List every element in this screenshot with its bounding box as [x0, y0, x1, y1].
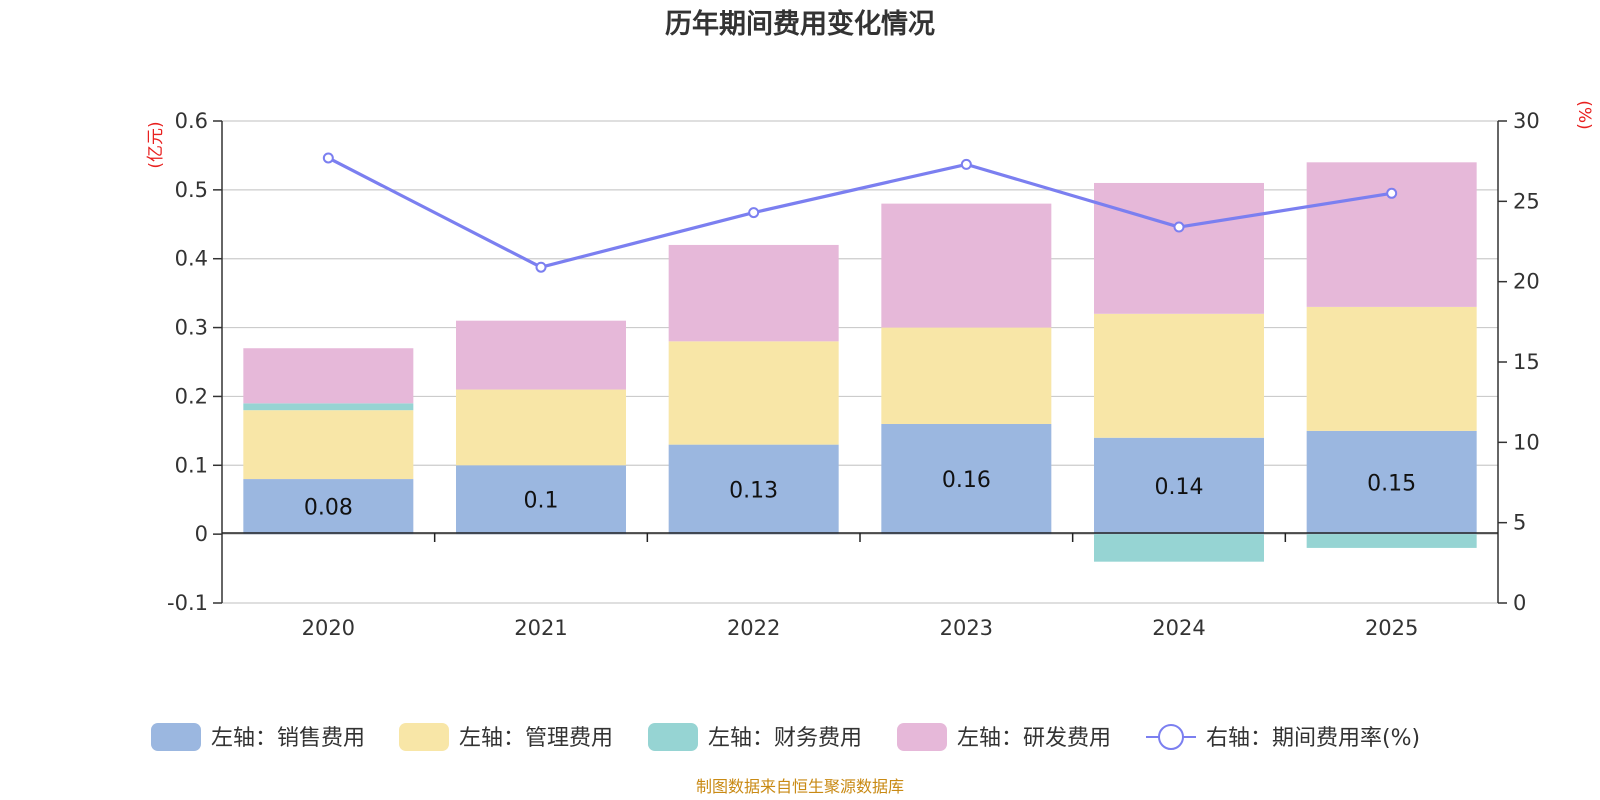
rate-line-point: [535, 261, 547, 273]
bar-data-label: 0.15: [1367, 472, 1416, 497]
bar-segment: [1306, 306, 1477, 431]
bar-segment: [668, 444, 839, 535]
legend-marker: [1158, 724, 1184, 750]
x-tick-label: 2021: [514, 616, 567, 640]
rate-line-point: [960, 158, 972, 170]
bar-segment: [243, 348, 414, 404]
bar-segment: [243, 479, 414, 535]
legend-label: 右轴：期间费用率(%): [1206, 726, 1420, 751]
legend-swatch: [151, 723, 201, 751]
chart-title: 历年期间费用变化情况: [665, 8, 935, 40]
right-axis-unit: (%): [1574, 100, 1594, 129]
bar-data-label: 0.08: [304, 496, 353, 521]
x-tick-label: 2022: [727, 616, 780, 640]
legend-swatch: [648, 723, 698, 751]
legend-label: 左轴：销售费用: [211, 726, 365, 751]
bar-segment: [668, 244, 839, 342]
bars: [243, 162, 1477, 562]
bar-segment: [456, 465, 626, 535]
bar-segment: [881, 423, 1052, 535]
bar-segment: [1306, 162, 1477, 307]
rate-line-point: [322, 152, 334, 164]
left-tick-label: -0.1: [167, 591, 208, 615]
rate-line: [322, 152, 1398, 273]
bar-segment: [456, 389, 626, 466]
bar-segment: [1094, 437, 1264, 535]
bar-data-label: 0.1: [524, 489, 559, 514]
rate-line-path: [327, 156, 1392, 269]
legend-swatch: [897, 723, 947, 751]
source-note: 制图数据来自恒生聚源数据库: [696, 777, 904, 796]
right-tick-label: 0: [1513, 591, 1526, 615]
legend-item: 左轴：财务费用: [648, 723, 862, 751]
legend-swatch: [399, 723, 449, 751]
rate-line-point: [1173, 221, 1185, 233]
legend-label: 左轴：财务费用: [708, 726, 862, 751]
right-tick-label: 25: [1513, 189, 1540, 213]
right-tick-label: 30: [1513, 109, 1540, 133]
bar-segment: [1094, 313, 1264, 438]
right-tick-label: 20: [1513, 270, 1540, 294]
bar-segment: [243, 410, 414, 480]
x-tick-label: 2023: [940, 616, 993, 640]
bar-segment: [881, 203, 1052, 328]
x-tick-label: 2024: [1152, 616, 1205, 640]
legend: 左轴：销售费用 左轴：管理费用 左轴：财务费用 左轴：研发费用 右轴：期间费用率(%): [151, 723, 1420, 751]
rate-line-point: [1386, 187, 1398, 199]
left-axis-unit: (亿元): [146, 121, 166, 168]
right-tick-label: 15: [1513, 350, 1540, 374]
legend-item: 左轴：研发费用: [897, 723, 1111, 751]
legend-item: 左轴：管理费用: [399, 723, 613, 751]
left-tick-label: 0.1: [175, 453, 208, 477]
bar-segment: [243, 403, 414, 411]
legend-label: 左轴：研发费用: [957, 726, 1111, 751]
left-tick-label: 0: [195, 522, 208, 546]
bar-segment: [881, 327, 1052, 424]
bar-segment: [456, 320, 626, 390]
rate-line-point: [748, 207, 760, 219]
x-tick-label: 2020: [302, 616, 355, 640]
legend-label: 左轴：管理费用: [459, 726, 613, 751]
left-tick-label: 0.6: [175, 109, 208, 133]
legend-item: 右轴：期间费用率(%): [1146, 724, 1420, 751]
right-tick-label: 10: [1513, 430, 1540, 454]
bar-data-label: 0.13: [729, 478, 778, 503]
x-tick-label: 2025: [1365, 616, 1418, 640]
bar-segment: [1306, 430, 1477, 535]
left-tick-label: 0.2: [175, 384, 208, 408]
bar-segment: [1094, 182, 1264, 314]
grid-lines: [222, 120, 1498, 604]
bar-data-label: 0.16: [942, 468, 991, 493]
data-labels: 0.08 0.1 0.13 0.16 0.14 0.15: [304, 468, 1416, 521]
right-tick-label: 5: [1513, 511, 1526, 535]
bar-segment: [1094, 534, 1264, 562]
bar-data-label: 0.14: [1155, 475, 1204, 500]
bar-segment: [668, 341, 839, 445]
bar-segment: [1306, 534, 1477, 548]
legend-item: 左轴：销售费用: [151, 723, 365, 751]
left-tick-label: 0.4: [175, 247, 208, 271]
left-tick-label: 0.5: [175, 178, 208, 202]
left-tick-label: 0.3: [175, 316, 208, 340]
